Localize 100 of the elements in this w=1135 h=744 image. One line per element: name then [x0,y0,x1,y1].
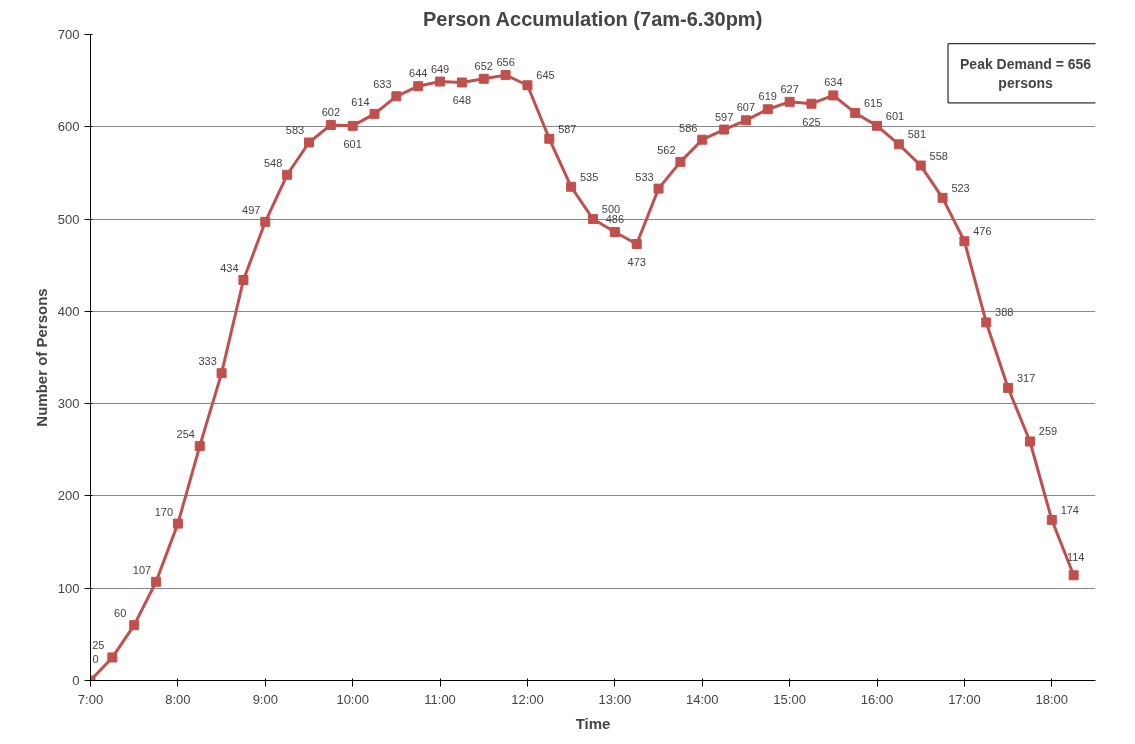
x-tick-label: 11:00 [424,691,456,707]
data-label: 625 [802,115,821,128]
data-label: 648 [452,94,472,107]
data-label: 107 [132,563,152,576]
data-label: 25 [92,639,105,652]
point [194,441,205,452]
point [1024,436,1035,447]
point [347,120,358,131]
point [172,518,183,529]
x-tick-label: 16:00 [860,691,894,707]
x-tick-label: 14:00 [685,691,719,707]
point [435,76,446,87]
point [129,620,140,631]
data-label: 473 [627,255,646,268]
data-label: 497 [242,203,261,216]
point [369,108,380,119]
chart-title: Person Accumulation (7am-6.30pm) [422,7,763,30]
data-label: 607 [736,101,756,114]
point [522,80,533,91]
data-label: 259 [1038,425,1058,438]
point [216,368,227,379]
point [260,216,271,227]
point [151,576,162,587]
point [325,119,336,130]
point [806,98,817,109]
data-label: 523 [951,181,970,194]
point [500,70,511,81]
y-axis-title: Number of Persons [32,288,50,427]
point [981,317,992,328]
y-tick-label: 700 [57,27,80,42]
point [544,133,555,144]
y-tick-label: 300 [57,396,80,412]
data-label: 645 [536,69,555,82]
point [478,73,489,84]
point [456,77,467,88]
point [697,134,708,145]
point [1068,570,1079,581]
x-tick-label: 8:00 [165,691,191,707]
x-tick-label: 12:00 [511,691,544,707]
point [850,107,861,118]
x-axis-title: Time [575,714,611,732]
data-label: 170 [154,505,174,518]
data-label: 535 [579,170,599,183]
y-tick-label: 0 [72,673,80,688]
point [413,81,424,92]
data-label: 644 [409,67,428,80]
data-label: 317 [1016,371,1036,384]
x-tick-label: 10:00 [336,691,369,707]
x-tick-label: 7:00 [77,691,104,707]
data-label: 558 [929,149,948,162]
y-tick-label: 400 [57,303,80,319]
data-label: 656 [496,56,515,69]
point [653,183,664,194]
data-label: 601 [343,137,362,150]
point [872,120,883,131]
point [959,236,970,247]
data-label: 0 [92,652,99,665]
data-label: 614 [351,95,370,108]
y-tick-label: 500 [57,211,80,227]
point [719,124,730,135]
point [762,104,773,115]
point [609,226,620,237]
point [391,91,402,102]
data-label: 581 [907,128,927,141]
point [631,238,642,249]
data-label: 548 [263,156,283,169]
x-tick-label: 17:00 [948,691,981,707]
point [282,169,293,180]
data-label: 602 [321,105,341,118]
point [303,137,314,148]
point [937,192,948,203]
annotation: Peak Demand = 656 persons [960,55,1092,91]
y-tick-label: 100 [57,580,80,596]
point [1046,514,1057,525]
point [893,139,904,150]
data-label: 254 [176,428,195,441]
point [784,96,795,107]
x-tick-label: 18:00 [1035,691,1069,707]
data-label: 533 [635,170,654,183]
y-tick-label: 600 [57,119,80,135]
point [107,652,118,663]
data-label: 597 [714,110,734,123]
x-tick-label: 13:00 [598,691,632,707]
x-tick-label: 9:00 [252,691,278,707]
data-label: 649 [430,62,450,75]
data-label: 476 [973,225,992,238]
point [915,160,926,171]
y-tick-label: 200 [57,488,80,504]
point [588,214,598,225]
data-label: 174 [1060,503,1079,516]
point [238,274,249,285]
data-label: 601 [885,109,905,122]
point [740,115,751,126]
data-label: 652 [474,59,493,72]
point [675,156,686,167]
data-label: 500 [601,203,621,216]
data-label: 60 [114,607,127,620]
data-label: 333 [198,355,217,368]
data-label: 562 [657,143,676,156]
x-tick-label: 15:00 [773,691,806,707]
